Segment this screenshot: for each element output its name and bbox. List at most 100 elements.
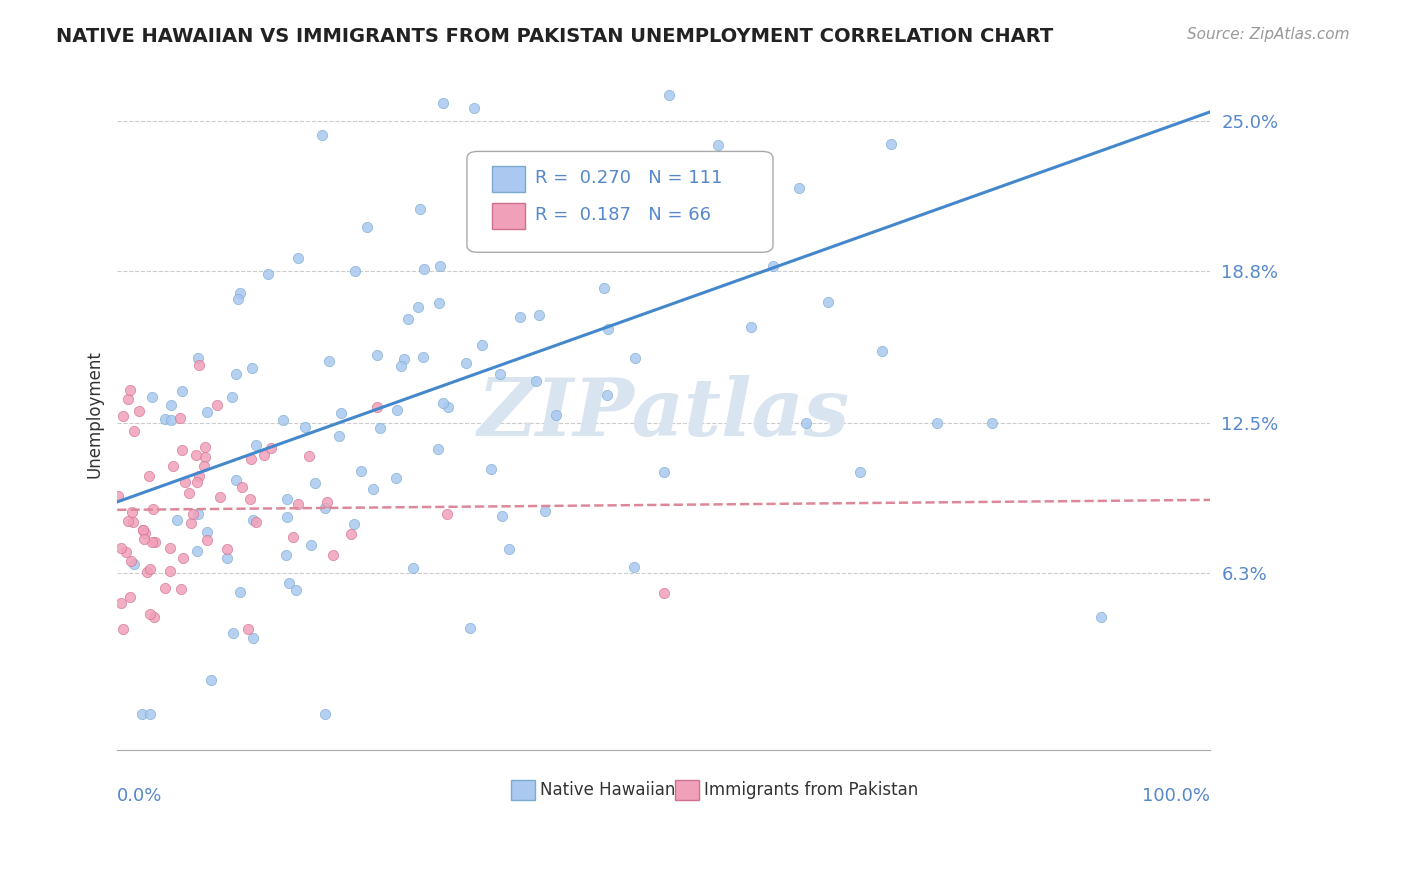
- Point: [396, 312, 419, 326]
- Point: [122, 516, 145, 530]
- Point: [170, 384, 193, 399]
- Point: [169, 410, 191, 425]
- Point: [217, 542, 239, 557]
- Point: [226, 292, 249, 306]
- Point: [172, 551, 194, 566]
- Point: [170, 582, 193, 597]
- Point: [437, 401, 460, 415]
- Point: [740, 319, 762, 334]
- Point: [110, 596, 132, 610]
- Point: [890, 57, 912, 71]
- Point: [463, 101, 485, 115]
- Point: [111, 409, 134, 423]
- Point: [181, 508, 204, 522]
- Point: [298, 449, 321, 463]
- Point: [221, 390, 243, 404]
- Point: [429, 259, 451, 273]
- Point: [253, 448, 276, 462]
- Text: Immigrants from Pakistan: Immigrants from Pakistan: [704, 781, 918, 799]
- Point: [730, 0, 752, 7]
- Point: [225, 473, 247, 487]
- Point: [194, 440, 217, 454]
- Point: [138, 607, 160, 621]
- Point: [141, 390, 163, 404]
- Point: [180, 516, 202, 530]
- Point: [658, 88, 681, 103]
- Point: [194, 450, 217, 465]
- Point: [141, 534, 163, 549]
- Point: [413, 261, 436, 276]
- Point: [160, 398, 183, 412]
- Text: Source: ZipAtlas.com: Source: ZipAtlas.com: [1187, 27, 1350, 42]
- Point: [623, 559, 645, 574]
- Point: [110, 541, 132, 555]
- Point: [412, 351, 434, 365]
- Point: [880, 136, 903, 151]
- Point: [122, 424, 145, 438]
- Point: [139, 706, 162, 721]
- Point: [389, 359, 412, 373]
- Point: [117, 392, 139, 406]
- Point: [454, 356, 477, 370]
- Point: [242, 631, 264, 645]
- Point: [132, 523, 155, 537]
- Point: [314, 706, 336, 721]
- Point: [231, 480, 253, 494]
- Point: [787, 181, 810, 195]
- Point: [240, 361, 263, 376]
- Point: [222, 626, 245, 640]
- Point: [427, 442, 450, 456]
- FancyBboxPatch shape: [492, 203, 524, 228]
- Point: [257, 267, 280, 281]
- Point: [479, 462, 502, 476]
- Point: [276, 491, 298, 506]
- Point: [132, 532, 155, 546]
- Text: R =  0.187   N = 66: R = 0.187 N = 66: [534, 206, 710, 224]
- Point: [166, 513, 188, 527]
- Point: [173, 475, 195, 489]
- Point: [650, 189, 672, 203]
- Point: [368, 421, 391, 435]
- Point: [387, 402, 409, 417]
- Point: [1045, 0, 1067, 7]
- Point: [314, 501, 336, 516]
- Point: [408, 300, 430, 314]
- Point: [553, 161, 575, 176]
- Point: [186, 544, 208, 558]
- Point: [304, 476, 326, 491]
- Point: [107, 489, 129, 503]
- Point: [427, 296, 450, 310]
- Point: [458, 622, 481, 636]
- Text: R =  0.270   N = 111: R = 0.270 N = 111: [534, 169, 723, 187]
- Point: [287, 497, 309, 511]
- Point: [1090, 610, 1112, 624]
- FancyBboxPatch shape: [492, 166, 524, 192]
- Point: [385, 471, 408, 485]
- Point: [187, 351, 209, 366]
- Point: [277, 576, 299, 591]
- Point: [121, 505, 143, 519]
- Point: [557, 161, 579, 175]
- Point: [229, 286, 252, 301]
- Point: [240, 452, 263, 467]
- Point: [471, 338, 494, 352]
- Point: [872, 343, 894, 358]
- Point: [238, 622, 260, 636]
- Point: [817, 295, 839, 310]
- Point: [432, 96, 454, 111]
- Text: 0.0%: 0.0%: [117, 787, 163, 805]
- Point: [159, 413, 181, 427]
- Point: [569, 238, 592, 252]
- Point: [271, 413, 294, 427]
- Point: [409, 202, 432, 216]
- Point: [287, 251, 309, 265]
- Point: [239, 491, 262, 506]
- Point: [274, 548, 297, 562]
- Point: [499, 199, 522, 213]
- Point: [115, 545, 138, 559]
- Point: [186, 475, 208, 489]
- Text: NATIVE HAWAIIAN VS IMMIGRANTS FROM PAKISTAN UNEMPLOYMENT CORRELATION CHART: NATIVE HAWAIIAN VS IMMIGRANTS FROM PAKIS…: [56, 27, 1053, 45]
- Point: [187, 469, 209, 483]
- Point: [245, 438, 267, 452]
- Point: [229, 584, 252, 599]
